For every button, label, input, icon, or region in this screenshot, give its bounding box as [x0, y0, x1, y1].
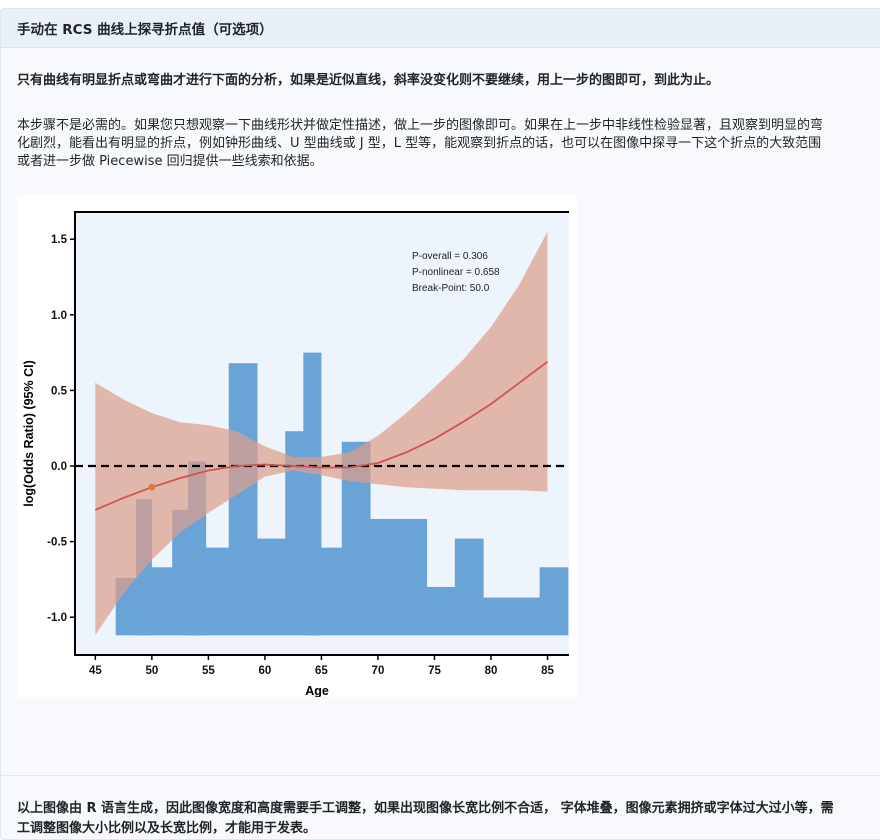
y-tick-label: 0.5	[51, 385, 68, 397]
rcs-breakpoint-panel: 手动在 RCS 曲线上探寻折点值（可选项） 只有曲线有明显折点或弯曲才进行下面的…	[0, 8, 880, 840]
footer-line: 以上图像由 R 语言生成，因此图像宽度和高度需要手工调整，如果出现图像长宽比例不…	[17, 801, 834, 816]
histogram-bar	[539, 567, 569, 636]
footer-note: 以上图像由 R 语言生成，因此图像宽度和高度需要手工调整，如果出现图像长宽比例不…	[17, 799, 880, 839]
x-tick-label: 65	[315, 665, 328, 677]
x-tick-label: 45	[89, 665, 102, 677]
histogram-bar	[426, 586, 456, 636]
break-point-marker	[148, 483, 156, 491]
chart-annotation: Break-Point: 50.0	[412, 283, 490, 294]
rcs-chart: 45 50 55 60 65 70 75 80 85 -1.0 -0.5 0.0 0.5 1.0 1.5 Ag…	[22, 211, 569, 698]
confidence-band	[95, 231, 548, 636]
histogram-bar	[257, 538, 286, 636]
y-tick-label: -1.0	[47, 612, 67, 624]
chart-annotation: P-nonlinear = 0.658	[412, 267, 500, 278]
y-tick-label: 1.5	[51, 234, 68, 246]
x-tick-label: 85	[541, 665, 554, 677]
x-tick-label: 80	[485, 665, 498, 677]
x-tick-label: 75	[428, 665, 441, 677]
histogram-bar	[228, 363, 258, 636]
rcs-curve	[94, 360, 549, 511]
rcs-chart-figure: 45 50 55 60 65 70 75 80 85 -1.0 -0.5 0.0 0.5 1.0 1.5 Ag…	[17, 195, 577, 698]
instruction-paragraph: 本步骤不是必需的。如果您只想观察一下曲线形状并做定性描述，做上一步的图像即可。如…	[17, 117, 880, 171]
histogram-bar	[454, 538, 484, 636]
footer-line: 工调整图像大小比例以及长宽比例，才能用于发表。	[17, 821, 317, 836]
instruction-bold: 只有曲线有明显折点或弯曲才进行下面的分析，如果是近似直线，斜率没变化则不要继续，…	[17, 73, 720, 88]
section-title: 手动在 RCS 曲线上探寻折点值（可选项）	[1, 9, 880, 48]
x-tick-label: 55	[202, 665, 215, 677]
chart-annotation: P-overall = 0.306	[412, 251, 488, 262]
histogram-bar	[398, 518, 428, 636]
section-divider	[1, 775, 880, 776]
y-tick-label: -0.5	[47, 537, 67, 549]
histogram-bar	[370, 518, 399, 636]
y-axis-label: log(Odds Ratio) (95% CI)	[22, 360, 36, 507]
paragraph-line: 或者进一步做 Piecewise 回归提供一些线索和依据。	[17, 154, 323, 169]
paragraph-line: 化剧烈，能看出有明显的折点，例如钟形曲线、U 型曲线或 J 型，L 型等，能观察…	[17, 136, 822, 151]
paragraph-line: 本步骤不是必需的。如果您只想观察一下曲线形状并做定性描述，做上一步的图像即可。如…	[17, 118, 824, 133]
x-tick-label: 70	[372, 665, 385, 677]
x-tick-label: 50	[145, 665, 158, 677]
histogram-bar	[303, 352, 322, 636]
histogram-bar	[483, 597, 512, 636]
x-axis-label: Age	[305, 684, 329, 697]
x-tick-label: 60	[259, 665, 272, 677]
y-tick-label: 0.0	[51, 461, 67, 473]
y-tick-label: 1.0	[51, 310, 67, 322]
histogram-bar	[511, 597, 541, 636]
